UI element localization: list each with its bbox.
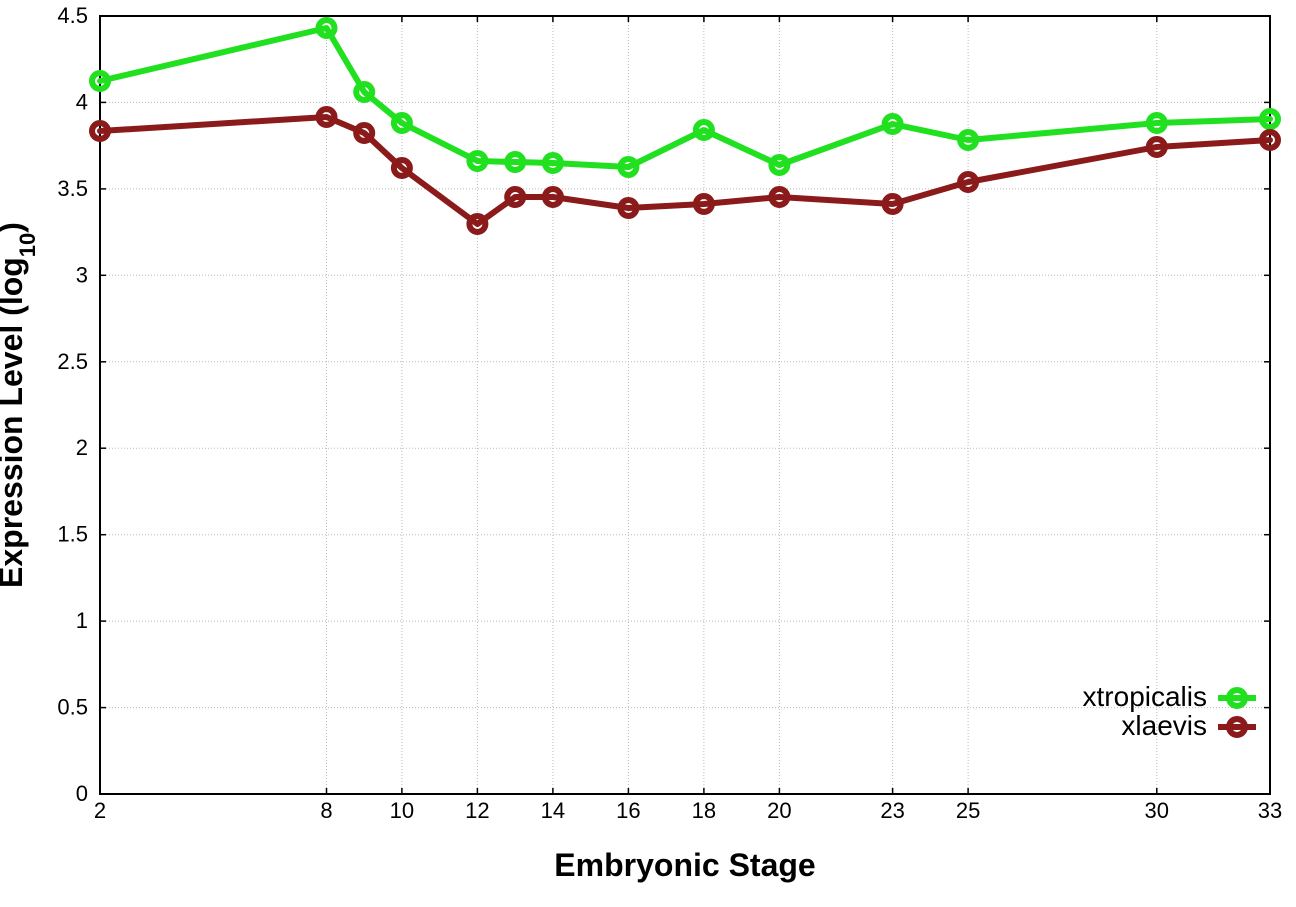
svg-text:2.5: 2.5 (57, 349, 88, 374)
svg-text:18: 18 (692, 798, 716, 823)
svg-text:1.5: 1.5 (57, 522, 88, 547)
svg-text:2: 2 (94, 798, 106, 823)
svg-text:33: 33 (1258, 798, 1282, 823)
svg-text:30: 30 (1145, 798, 1169, 823)
svg-text:3: 3 (76, 262, 88, 287)
svg-text:4.5: 4.5 (57, 3, 88, 28)
svg-text:1: 1 (76, 608, 88, 633)
svg-text:4: 4 (76, 89, 88, 114)
svg-text:xtropicalis: xtropicalis (1083, 681, 1207, 712)
svg-text:Embryonic Stage: Embryonic Stage (554, 847, 815, 883)
svg-text:0.5: 0.5 (57, 695, 88, 720)
svg-text:0: 0 (76, 781, 88, 806)
svg-text:12: 12 (465, 798, 489, 823)
svg-text:25: 25 (956, 798, 980, 823)
svg-text:8: 8 (320, 798, 332, 823)
svg-text:14: 14 (541, 798, 565, 823)
svg-text:xlaevis: xlaevis (1121, 710, 1207, 741)
svg-text:16: 16 (616, 798, 640, 823)
svg-text:20: 20 (767, 798, 791, 823)
svg-text:2: 2 (76, 435, 88, 460)
svg-text:10: 10 (390, 798, 414, 823)
svg-text:3.5: 3.5 (57, 176, 88, 201)
svg-text:23: 23 (880, 798, 904, 823)
